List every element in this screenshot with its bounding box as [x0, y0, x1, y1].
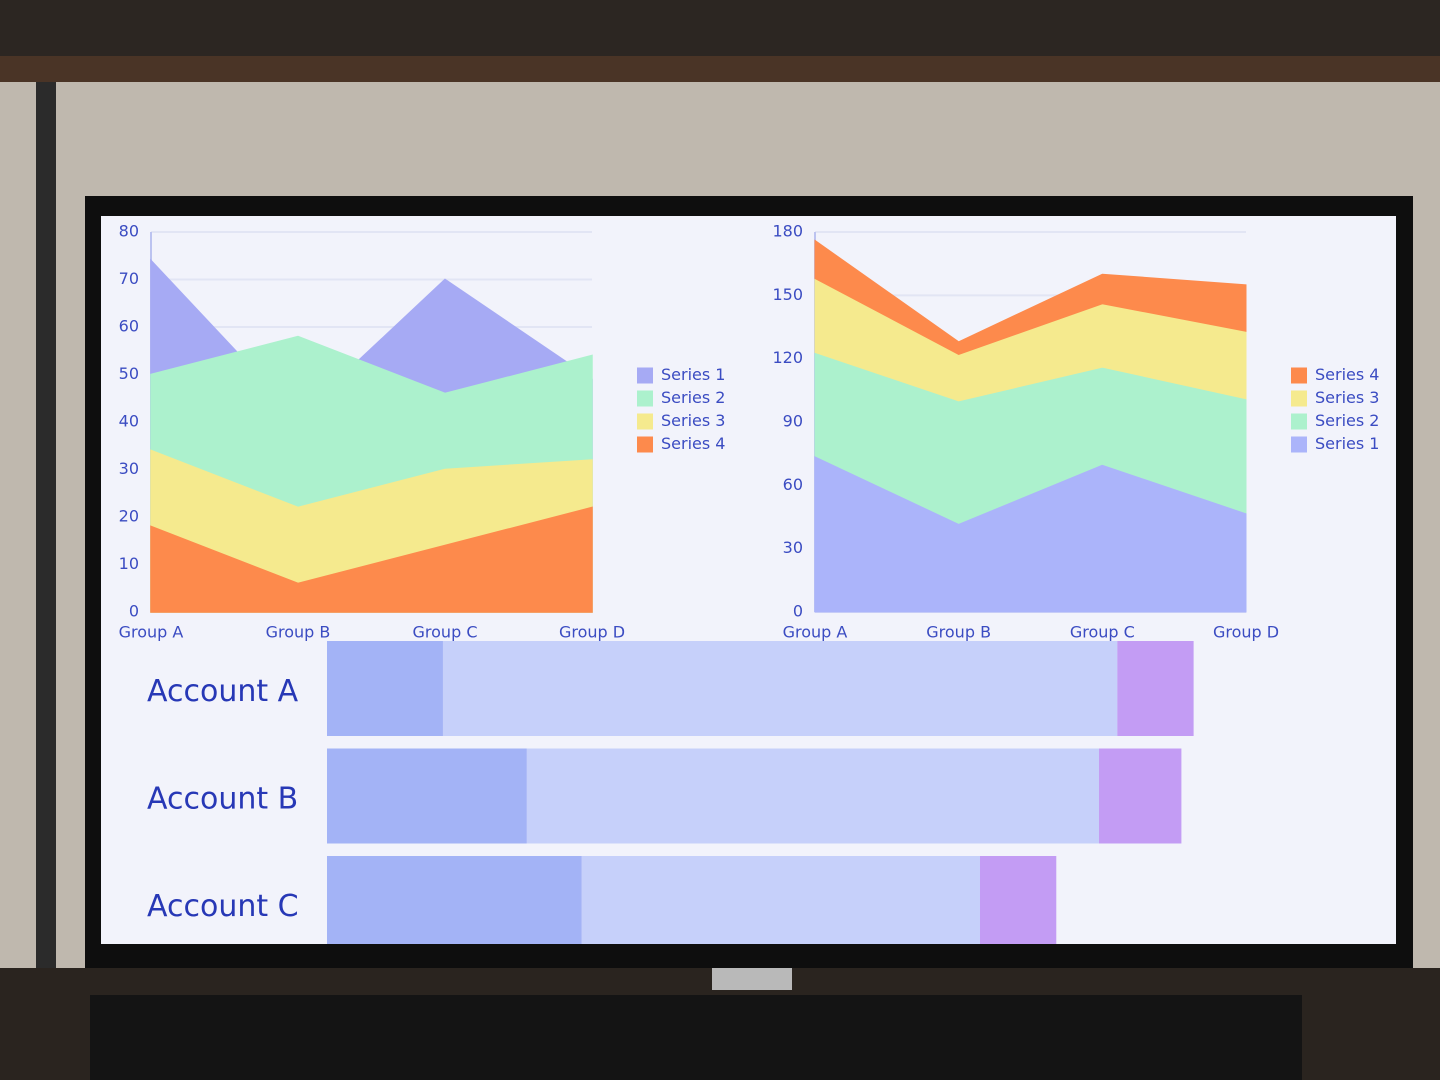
x-tick-label: Group B: [926, 623, 991, 642]
bar-segment: [980, 856, 1057, 944]
legend-swatch: [637, 436, 653, 453]
y-tick-label: 120: [772, 348, 803, 367]
bar-segment: [1099, 748, 1182, 844]
area: [814, 239, 1247, 355]
bar-segment: [327, 856, 582, 944]
shelf: [0, 56, 1440, 82]
legend-label: Series 4: [1315, 365, 1379, 384]
category-label: Account C: [147, 889, 299, 924]
y-tick-label: 180: [772, 222, 803, 241]
area: [150, 506, 593, 613]
legend-swatch: [1291, 413, 1307, 430]
legend-swatch: [637, 367, 653, 384]
legend-swatch: [1291, 436, 1307, 453]
y-tick-label: 0: [129, 602, 139, 621]
y-tick-label: 50: [119, 364, 139, 383]
y-tick-label: 40: [119, 412, 139, 431]
category-label: Account B: [147, 782, 298, 817]
soundbar: [90, 995, 1302, 1080]
category-label: Account A: [147, 674, 299, 709]
legend-label: Series 2: [661, 388, 725, 407]
bar-segment: [327, 748, 527, 844]
legend-label: Series 4: [661, 434, 725, 453]
charts: 0 10 20 30 40 50 60 70 80 Group A Group B Group C Gr…: [119, 222, 1379, 944]
x-tick-label: Group B: [266, 623, 331, 642]
y-tick-label: 0: [793, 602, 803, 621]
x-tick-label: Group A: [119, 623, 184, 642]
y-tick-label: 70: [119, 269, 139, 288]
y-tick-label: 80: [119, 222, 139, 241]
x-tick-label: Group C: [1070, 623, 1135, 642]
y-tick-label: 10: [119, 554, 139, 573]
legend-label: Series 3: [661, 411, 725, 430]
bar-segment: [581, 856, 981, 944]
y-tick-label: 60: [783, 475, 803, 494]
legend-swatch: [1291, 367, 1307, 384]
legend-swatch: [637, 390, 653, 407]
bar-segment: [526, 748, 1100, 844]
bar-segment: [442, 641, 1118, 736]
x-tick-label: Group D: [559, 623, 625, 642]
legend-label: Series 1: [1315, 434, 1379, 453]
x-tick-label: Group D: [1213, 623, 1279, 642]
x-tick-label: Group C: [413, 623, 478, 642]
x-tick-label: Group A: [783, 623, 848, 642]
y-tick-label: 60: [119, 317, 139, 336]
legend-label: Series 3: [1315, 388, 1379, 407]
y-tick-label: 90: [783, 412, 803, 431]
pipe: [36, 82, 56, 1002]
books: [0, 0, 1440, 58]
y-tick-label: 20: [119, 507, 139, 526]
bar-segment: [1117, 641, 1194, 736]
y-tick-label: 30: [119, 459, 139, 478]
legend-label: Series 2: [1315, 411, 1379, 430]
y-tick-label: 30: [783, 538, 803, 557]
bar-segment: [327, 641, 443, 736]
legend-label: Series 1: [661, 365, 725, 384]
legend-swatch: [637, 413, 653, 430]
legend-swatch: [1291, 390, 1307, 407]
y-tick-label: 150: [772, 285, 803, 304]
